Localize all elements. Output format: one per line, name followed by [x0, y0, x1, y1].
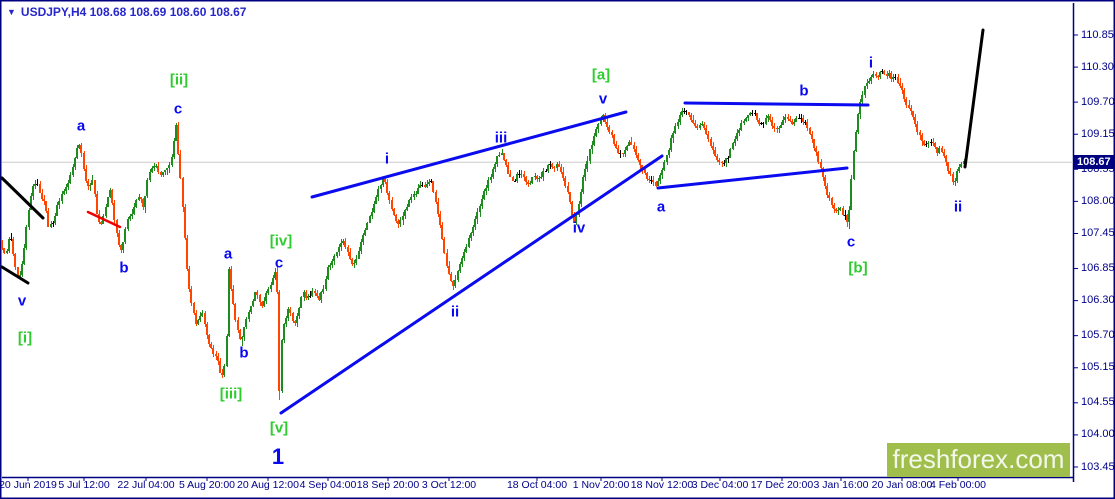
b-resistance-line[interactable] [683, 101, 870, 107]
time-tick-label: 18 Sep 20:00 [356, 479, 420, 491]
wave-label-blue-b[interactable]: b [239, 344, 249, 362]
wave-label-green-v[interactable]: [v] [269, 419, 289, 437]
wave-label-blue-b[interactable]: b [119, 259, 129, 277]
a-support-line[interactable] [656, 166, 849, 190]
time-tick-label: 4 Sep 04:00 [299, 479, 357, 491]
price-tick-label: 109.15 [1081, 127, 1115, 140]
time-tick-label: 20 Jun 2019 [0, 479, 57, 491]
wave-label-blue-i[interactable]: i [868, 54, 874, 72]
price-tick-label: 106.30 [1081, 294, 1115, 307]
time-tick-label: 20 Aug 12:00 [237, 479, 299, 491]
price-tick-label: 106.85 [1081, 262, 1115, 275]
price-tick-label: 110.85 [1081, 28, 1114, 41]
time-tick-label: 5 Aug 20:00 [178, 479, 236, 491]
wave-label-green-a[interactable]: [a] [591, 66, 611, 84]
time-tick-label: 20 Jan 08:00 [871, 479, 933, 491]
wave-label-blue-iii[interactable]: iii [494, 129, 508, 147]
time-tick-label: 1 Nov 20:00 [572, 479, 630, 491]
wave-label-green-ii[interactable]: [ii] [169, 71, 189, 89]
wave-label-blue-v[interactable]: v [598, 90, 608, 108]
symbol-ohlc-title: USDJPY,H4 108.68 108.69 108.60 108.67 [20, 5, 247, 19]
symbol-marker-icon: ▼ [7, 7, 16, 17]
price-tick-label: 107.45 [1081, 226, 1115, 239]
time-tick-label: 3 Dec 04:00 [691, 479, 749, 491]
price-tick-label: 109.70 [1081, 95, 1115, 108]
price-tick-label: 105.15 [1081, 361, 1115, 374]
time-tick-label: 4 Feb 00:00 [929, 479, 987, 491]
time-tick-label: 5 Jul 12:00 [58, 479, 110, 491]
wave-label-green-b[interactable]: [b] [848, 259, 868, 277]
wave-label-blue-a[interactable]: a [656, 198, 666, 216]
wave-label-blue-ii[interactable]: ii [450, 303, 460, 321]
wave-label-blue-i[interactable]: i [384, 150, 390, 168]
broker-watermark: freshforex.com [887, 443, 1070, 477]
axis-ticks [27, 34, 1078, 481]
price-tick-label: 105.70 [1081, 329, 1115, 342]
wave-label-blue-c[interactable]: c [274, 254, 284, 272]
time-tick-label: 17 Dec 20:00 [750, 479, 814, 491]
time-tick-label: 18 Nov 12:00 [630, 479, 694, 491]
wave-label-green-iii[interactable]: [iii] [219, 385, 243, 403]
time-tick-label: 3 Oct 12:00 [421, 479, 477, 491]
time-tick-label: 22 Jul 04:00 [117, 479, 175, 491]
time-tick-label: 3 Jan 16:00 [813, 479, 869, 491]
price-tick-label: 103.45 [1081, 460, 1115, 473]
analysis-lines [0, 28, 985, 415]
price-tick-label: 108.00 [1081, 194, 1115, 207]
impulse-support-trendline[interactable] [279, 154, 664, 415]
wave-label-blue-c[interactable]: c [846, 233, 856, 251]
forecast-up-line[interactable] [963, 28, 985, 169]
red-correction-line[interactable] [86, 210, 122, 229]
wave-label-blue-b[interactable]: b [799, 82, 809, 100]
price-tick-label: 110.30 [1081, 60, 1114, 73]
wave-label-blue-a[interactable]: a [76, 117, 86, 135]
wave-label-blue-a[interactable]: a [223, 245, 233, 263]
wave-label-blue-c[interactable]: c [173, 100, 183, 118]
wave-label-blue-iv[interactable]: iv [572, 219, 586, 237]
wave-label-blue-ii[interactable]: ii [953, 198, 963, 216]
wave-label-blue-1[interactable]: 1 [271, 444, 285, 469]
wave-label-green-iv[interactable]: [iv] [269, 232, 293, 250]
price-tick-label: 104.55 [1081, 396, 1115, 409]
candles [1, 69, 965, 400]
chart-title: ▼ USDJPY,H4 108.68 108.69 108.60 108.67 [7, 5, 246, 19]
channel-upper-trendline[interactable] [310, 110, 628, 199]
wave-label-green-i[interactable]: [i] [17, 329, 33, 347]
price-tick-label: 104.00 [1081, 428, 1115, 441]
black-line-lower-left[interactable] [0, 265, 30, 285]
wave-label-blue-v[interactable]: v [17, 292, 27, 310]
current-price-badge: 108.67 [1074, 155, 1115, 170]
black-line-upper-left[interactable] [0, 176, 45, 220]
time-tick-label: 18 Oct 04:00 [506, 479, 568, 491]
